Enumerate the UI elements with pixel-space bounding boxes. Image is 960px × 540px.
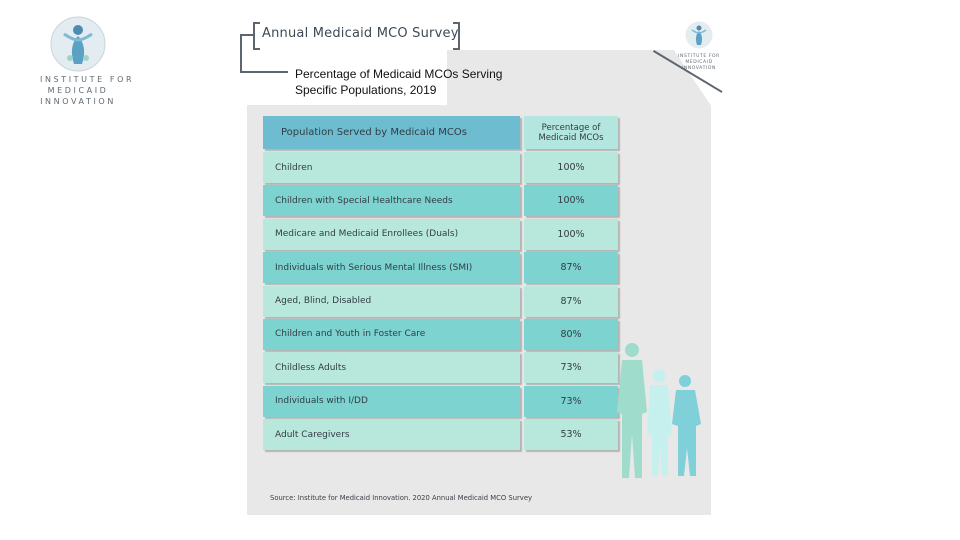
- title-bracket-left: [253, 22, 260, 50]
- percentage-value: 100%: [524, 218, 618, 250]
- connector-line-bottom: [240, 71, 288, 73]
- percentage-value: 53%: [524, 419, 618, 451]
- population-label: Children: [263, 152, 520, 183]
- connector-line-top: [240, 34, 254, 36]
- family-silhouette-icon: [617, 343, 701, 478]
- table-row: Individuals with I/DD 73%: [263, 385, 620, 417]
- percentage-value: 73%: [524, 385, 618, 417]
- population-label: Children and Youth in Foster Care: [263, 318, 520, 350]
- survey-title: Annual Medicaid MCO Survey: [262, 26, 459, 41]
- percentage-value: 80%: [524, 318, 618, 350]
- population-label: Individuals with I/DD: [263, 385, 520, 417]
- population-label: Adult Caregivers: [263, 419, 520, 451]
- percentage-value: 87%: [524, 285, 618, 317]
- population-label: Children with Special Healthcare Needs: [263, 185, 520, 217]
- logo-emblem-icon: [50, 16, 106, 72]
- logo-line-2: MEDICAID: [47, 86, 109, 95]
- table-row: Aged, Blind, Disabled 87%: [263, 285, 620, 317]
- population-label: Individuals with Serious Mental Illness …: [263, 252, 520, 284]
- percentage-value: 73%: [524, 352, 618, 384]
- chart-title-line-1: Percentage of Medicaid MCOs Serving: [295, 67, 503, 81]
- table-row: Children 100%: [263, 152, 620, 183]
- logo-small-line-2: MEDICAID: [685, 60, 713, 65]
- logo-emblem-small-icon: [685, 21, 713, 49]
- connector-line: [240, 34, 242, 72]
- percentage-value: 87%: [524, 252, 618, 284]
- logo-small-line-1: INSTITUTE FOR: [678, 54, 720, 59]
- table-header-row: Population Served by Medicaid MCOs Perce…: [263, 116, 620, 149]
- logo-line-1: INSTITUTE FOR: [40, 75, 135, 84]
- percentage-value: 100%: [524, 185, 618, 217]
- table-row: Children and Youth in Foster Care 80%: [263, 318, 620, 350]
- population-label: Medicare and Medicaid Enrollees (Duals): [263, 218, 520, 250]
- population-label: Aged, Blind, Disabled: [263, 285, 520, 317]
- column-header-percentage-line-1: Percentage of: [541, 122, 601, 133]
- column-header-population: Population Served by Medicaid MCOs: [263, 116, 520, 149]
- percentage-value: 100%: [524, 152, 618, 183]
- table-row: Individuals with Serious Mental Illness …: [263, 252, 620, 284]
- column-header-percentage: Percentage of Medicaid MCOs: [524, 116, 618, 149]
- institute-logo-small: INSTITUTE FOR MEDICAID INNOVATION: [678, 20, 720, 72]
- adult-figure-icon: [617, 343, 647, 478]
- child-figure-icon: [672, 375, 701, 476]
- logo-small-line-3: INNOVATION: [681, 66, 717, 71]
- title-bracket-right: [453, 22, 460, 50]
- panel-title-area: [247, 50, 447, 105]
- table-row: Medicare and Medicaid Enrollees (Duals) …: [263, 218, 620, 250]
- column-header-percentage-line-2: Medicaid MCOs: [538, 132, 604, 143]
- population-table: Population Served by Medicaid MCOs Perce…: [263, 116, 620, 453]
- chart-title-line-2: Specific Populations, 2019: [295, 83, 437, 97]
- source-note: Source: Institute for Medicaid Innovatio…: [270, 494, 533, 502]
- table-row: Childless Adults 73%: [263, 352, 620, 384]
- table-row: Children with Special Healthcare Needs 1…: [263, 185, 620, 217]
- population-label: Childless Adults: [263, 352, 520, 384]
- logo-line-3: INNOVATION: [40, 97, 116, 106]
- table-row: Adult Caregivers 53%: [263, 419, 620, 451]
- chart-title: Percentage of Medicaid MCOs Serving Spec…: [295, 66, 555, 98]
- teen-figure-icon: [647, 369, 672, 476]
- institute-logo: INSTITUTE FOR MEDICAID INNOVATION: [40, 14, 135, 107]
